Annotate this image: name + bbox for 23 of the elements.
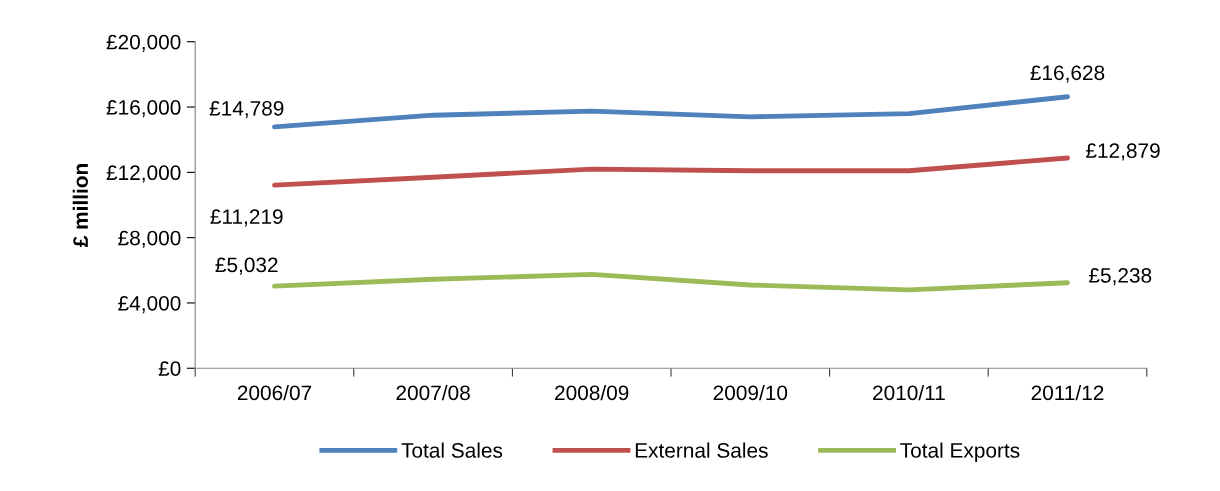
x-tick-label: 2009/10 [713,384,788,401]
legend-label: Total Sales [401,442,503,458]
y-tick-label: £4,000 [118,295,181,314]
y-tick-label: £12,000 [106,165,181,183]
legend-label: External Sales [635,442,768,458]
x-tick-label: 2011/12 [1031,384,1104,401]
x-tick-label: 2007/08 [396,384,470,401]
data-label: £5,238 [1089,268,1152,286]
x-tick-label: 2008/09 [555,384,629,401]
y-axis-title: £ million [72,164,88,248]
line-series [272,155,1070,188]
y-tick-label: £20,000 [106,34,181,52]
legend-label: Total Exports [900,442,1020,462]
y-tick-label: £16,000 [106,100,181,118]
data-label: £5,032 [215,257,278,275]
data-label: £12,879 [1085,143,1160,161]
data-label: £16,628 [1030,65,1105,83]
data-label: £14,789 [209,100,284,119]
y-tick-label: £0 [158,361,181,376]
x-tick-label: 2010/11 [873,384,945,401]
data-label: £11,219 [210,209,283,227]
x-tick-label: 2006/07 [237,384,312,401]
y-tick-label: £8,000 [118,230,181,248]
